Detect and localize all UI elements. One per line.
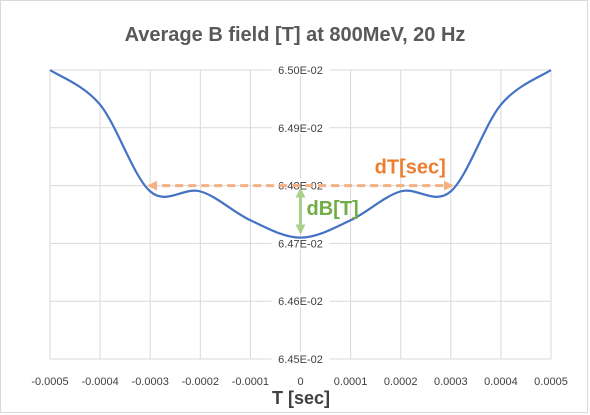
y-tick-label: 6.46E-02 bbox=[278, 296, 323, 308]
x-axis-label: T [sec] bbox=[272, 388, 330, 408]
annotation-layer: dT[sec] dB[T] bbox=[147, 157, 454, 235]
db-annotation-label: dB[T] bbox=[307, 198, 359, 220]
chart-title: Average B field [T] at 800MeV, 20 Hz bbox=[125, 24, 466, 46]
x-tick-label: 0.0004 bbox=[484, 376, 518, 388]
series-layer bbox=[49, 69, 552, 239]
x-tick-labels: -0.0005 -0.0004 -0.0003 -0.0002 -0.0001 0 0.00… bbox=[31, 376, 567, 388]
y-tick-label: 6.49E-02 bbox=[278, 123, 323, 135]
x-tick-label: 0.0005 bbox=[534, 376, 568, 388]
x-tick-label: -0.0002 bbox=[182, 376, 219, 388]
y-tick-label: 6.50E-02 bbox=[278, 65, 323, 77]
y-tick-label-background bbox=[271, 236, 330, 250]
x-tick-label: 0 bbox=[297, 376, 303, 388]
y-tick-label-background bbox=[271, 120, 330, 134]
x-tick-label: -0.0005 bbox=[31, 376, 68, 388]
y-tick-label: 6.47E-02 bbox=[278, 238, 323, 250]
x-tick-label: 0.0003 bbox=[434, 376, 468, 388]
y-tick-label-background bbox=[271, 294, 330, 308]
x-tick-label: -0.0001 bbox=[232, 376, 269, 388]
series-line bbox=[49, 69, 552, 239]
x-tick-label: 0.0001 bbox=[334, 376, 368, 388]
y-tick-label-background bbox=[271, 63, 330, 76]
y-tick-label-background bbox=[271, 352, 330, 365]
dt-annotation-label: dT[sec] bbox=[375, 157, 446, 179]
x-tick-label: 0.0002 bbox=[384, 376, 418, 388]
y-tick-label: 6.45E-02 bbox=[278, 354, 323, 366]
x-tick-label: -0.0004 bbox=[81, 376, 118, 388]
x-tick-label: -0.0003 bbox=[132, 376, 169, 388]
